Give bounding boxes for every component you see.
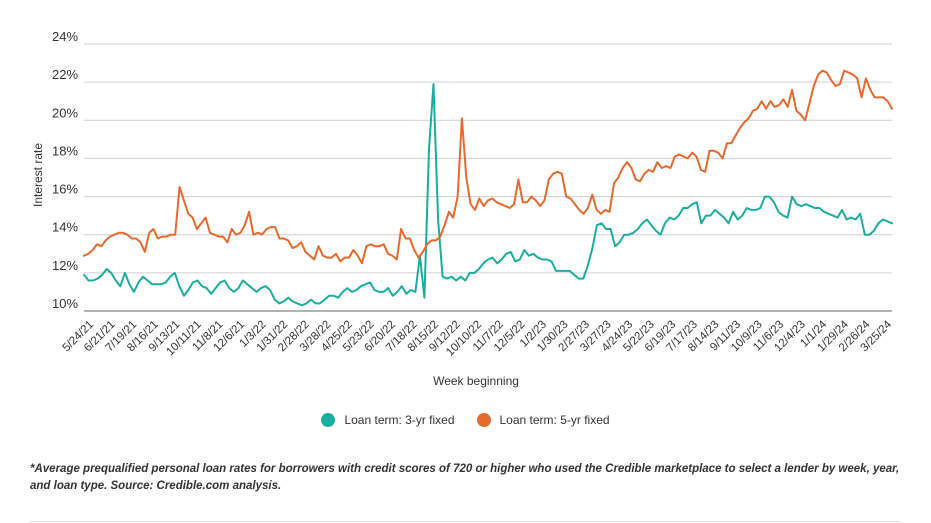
y-tick-label: 22% — [52, 67, 78, 82]
y-tick-label: 20% — [52, 105, 78, 120]
legend-label-5yr: Loan term: 5-yr fixed — [499, 413, 610, 427]
series-line-3yr — [83, 83, 893, 307]
footnote: *Average prequalified personal loan rate… — [30, 463, 900, 492]
y-axis-ticks: 10% 12% 14% 16% 18% 20% 22% 24% — [52, 29, 78, 311]
y-tick-label: 18% — [52, 143, 78, 158]
legend-label-3yr: Loan term: 3-yr fixed — [344, 413, 455, 427]
x-axis-ticks: 5/24/216/21/217/19/218/16/219/13/2110/11… — [61, 318, 895, 359]
y-tick-label: 12% — [52, 258, 78, 273]
x-axis-title: Week beginning — [433, 374, 519, 388]
legend: Loan term: 3-yr fixed Loan term: 5-yr fi… — [0, 413, 931, 427]
legend-swatch-3yr — [321, 413, 336, 427]
series-lines — [83, 69, 893, 307]
y-tick-label: 14% — [52, 220, 78, 235]
y-tick-label: 16% — [52, 182, 78, 197]
legend-swatch-5yr — [476, 413, 491, 427]
y-axis-title: Interest rate — [31, 143, 45, 207]
gridlines — [84, 43, 892, 312]
y-tick-label: 10% — [52, 296, 78, 311]
series-line-5yr — [83, 69, 893, 265]
legend-item-3yr[interactable]: Loan term: 3-yr fixed — [321, 413, 455, 427]
legend-item-5yr[interactable]: Loan term: 5-yr fixed — [476, 413, 610, 427]
y-tick-label: 24% — [52, 29, 78, 44]
divider — [30, 521, 900, 522]
